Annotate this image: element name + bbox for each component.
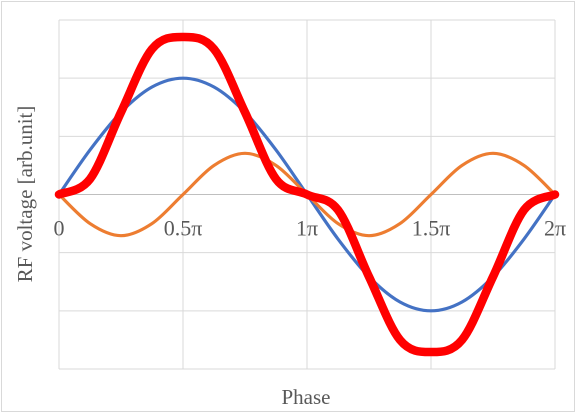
- tick-layer: 0 0.5π 1π 1.5π 2π: [54, 216, 567, 241]
- y-axis-title: RF voltage [arb.unit]: [13, 106, 37, 283]
- chart-frame: 0 0.5π 1π 1.5π 2π Phase RF voltage [arb.unit…: [1, 1, 575, 412]
- x-axis-title: Phase: [282, 385, 331, 409]
- rf-voltage-chart: 0 0.5π 1π 1.5π 2π Phase RF voltage [arb.unit…: [13, 19, 567, 409]
- x-tick-label: 0: [54, 216, 65, 241]
- x-tick-label: 1π: [296, 216, 318, 241]
- grid-layer: [58, 19, 556, 370]
- series-layer: [54, 32, 560, 357]
- red-series-line: [54, 32, 560, 357]
- x-tick-label: 0.5π: [164, 216, 203, 241]
- x-tick-label: 1.5π: [412, 216, 451, 241]
- x-tick-label: 2π: [544, 216, 566, 241]
